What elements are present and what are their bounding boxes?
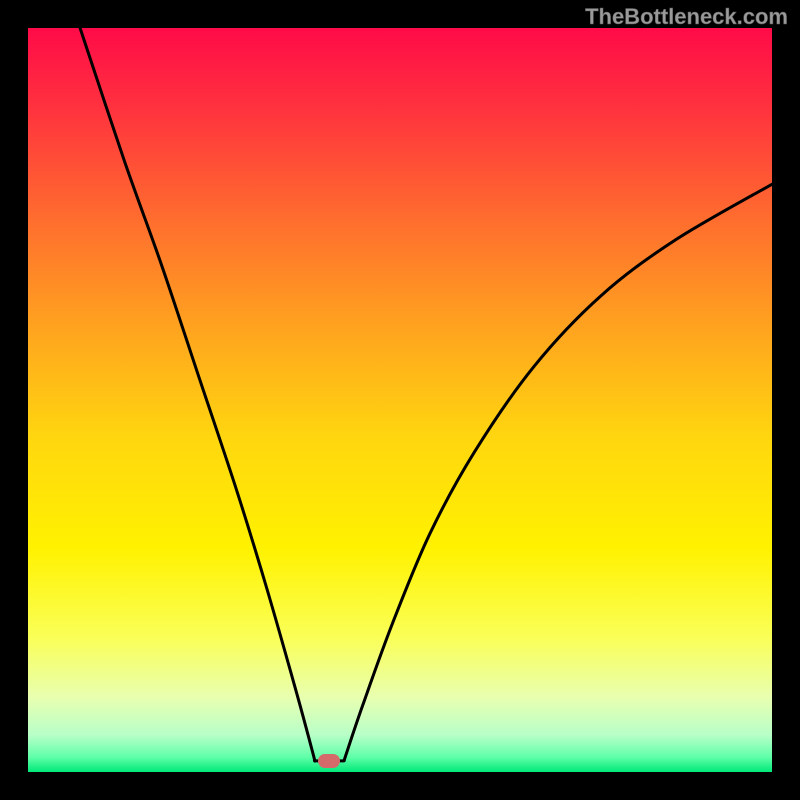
curve-svg	[28, 28, 772, 772]
watermark-text: TheBottleneck.com	[585, 4, 788, 30]
chart-frame: TheBottleneck.com	[0, 0, 800, 800]
plot-area	[28, 28, 772, 772]
trough-marker	[318, 754, 340, 768]
v-curve-path	[80, 28, 772, 761]
